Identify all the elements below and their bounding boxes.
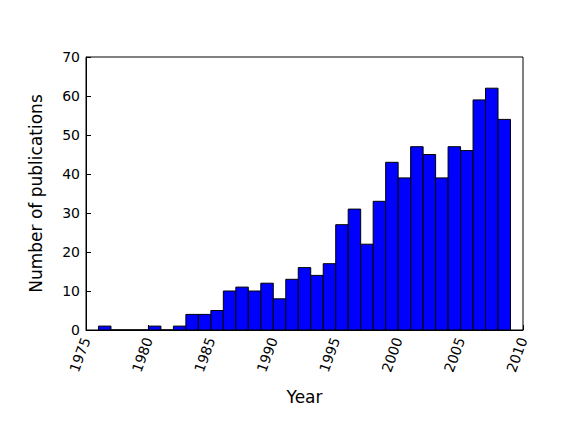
svg-text:50: 50 [62,127,80,143]
svg-text:20: 20 [62,244,80,260]
svg-text:2010: 2010 [503,335,530,374]
svg-text:2000: 2000 [378,335,405,374]
svg-text:40: 40 [62,166,80,182]
svg-text:60: 60 [62,88,80,104]
svg-text:1975: 1975 [66,335,93,374]
svg-text:1980: 1980 [129,335,156,374]
svg-text:30: 30 [62,205,80,221]
svg-text:2005: 2005 [441,335,468,374]
svg-text:1990: 1990 [254,335,281,374]
svg-text:0: 0 [71,322,80,338]
svg-text:70: 70 [62,49,80,65]
svg-text:10: 10 [62,283,80,299]
svg-text:1985: 1985 [191,335,218,374]
svg-text:1995: 1995 [316,335,343,374]
svg-text:Number of publications: Number of publications [26,94,46,293]
svg-text:Year: Year [286,387,323,407]
